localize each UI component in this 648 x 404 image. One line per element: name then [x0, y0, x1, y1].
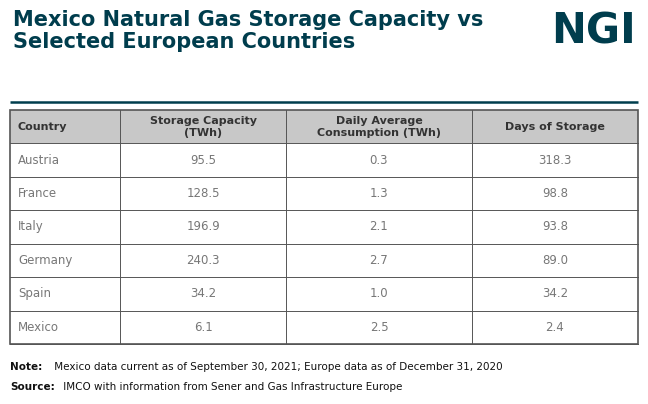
Bar — [10, 110, 638, 143]
Text: 240.3: 240.3 — [187, 254, 220, 267]
Text: 95.5: 95.5 — [190, 154, 216, 166]
Text: Storage Capacity
(TWh): Storage Capacity (TWh) — [150, 116, 257, 137]
Text: 318.3: 318.3 — [538, 154, 572, 166]
Bar — [10, 110, 638, 344]
Text: 128.5: 128.5 — [187, 187, 220, 200]
Text: 98.8: 98.8 — [542, 187, 568, 200]
Text: IMCO with information from Sener and Gas Infrastructure Europe: IMCO with information from Sener and Gas… — [60, 382, 402, 392]
Text: 0.3: 0.3 — [370, 154, 388, 166]
Text: 1.3: 1.3 — [369, 187, 388, 200]
Text: 1.0: 1.0 — [369, 287, 388, 300]
Text: France: France — [18, 187, 57, 200]
Text: Note:: Note: — [10, 362, 42, 372]
Text: Country: Country — [18, 122, 67, 132]
Text: Italy: Italy — [18, 221, 44, 234]
Text: Mexico: Mexico — [18, 321, 59, 334]
Text: 34.2: 34.2 — [542, 287, 568, 300]
Text: Mexico data current as of September 30, 2021; Europe data as of December 31, 202: Mexico data current as of September 30, … — [51, 362, 503, 372]
Text: Source:: Source: — [10, 382, 54, 392]
Text: 34.2: 34.2 — [190, 287, 216, 300]
Text: NGI: NGI — [551, 10, 636, 52]
Text: Daily Average
Consumption (TWh): Daily Average Consumption (TWh) — [317, 116, 441, 137]
Text: Mexico Natural Gas Storage Capacity vs
Selected European Countries: Mexico Natural Gas Storage Capacity vs S… — [13, 10, 483, 53]
Text: 2.5: 2.5 — [369, 321, 388, 334]
Text: Days of Storage: Days of Storage — [505, 122, 605, 132]
Text: Spain: Spain — [18, 287, 51, 300]
Text: Germany: Germany — [18, 254, 73, 267]
Text: 89.0: 89.0 — [542, 254, 568, 267]
Text: 2.1: 2.1 — [369, 221, 388, 234]
Text: 196.9: 196.9 — [186, 221, 220, 234]
Text: 6.1: 6.1 — [194, 321, 213, 334]
Text: 93.8: 93.8 — [542, 221, 568, 234]
Text: Austria: Austria — [18, 154, 60, 166]
Text: 2.7: 2.7 — [369, 254, 388, 267]
Text: 2.4: 2.4 — [546, 321, 564, 334]
